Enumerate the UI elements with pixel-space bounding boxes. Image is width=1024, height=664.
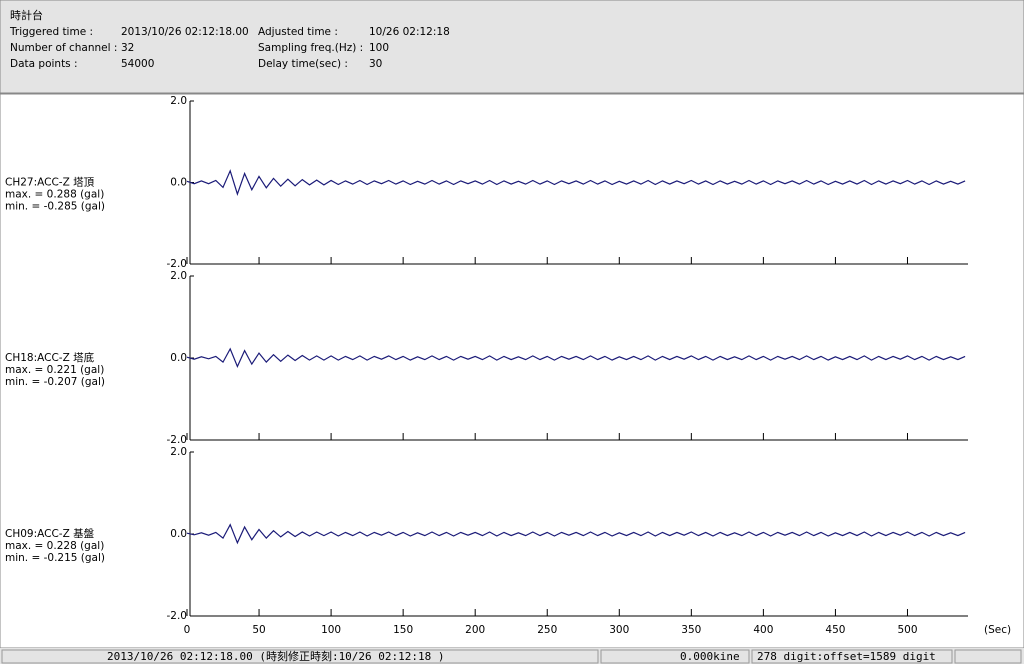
x-tick-label: 100 xyxy=(321,624,341,636)
field-value: 54000 xyxy=(121,58,154,70)
field-label: Delay time(sec) : xyxy=(258,58,348,70)
y-tick-label: 0.0 xyxy=(170,352,187,364)
x-tick-label: 500 xyxy=(897,624,917,636)
header-title: 時計台 xyxy=(10,8,43,22)
x-tick-label: 350 xyxy=(681,624,701,636)
x-axis-label: (Sec) xyxy=(984,624,1011,636)
status-time: 2013/10/26 02:12:18.00 (時刻修正時刻:10/26 02:… xyxy=(107,649,445,663)
field-value: 100 xyxy=(369,42,389,54)
field-value: 32 xyxy=(121,42,134,54)
x-tick-label: 250 xyxy=(537,624,557,636)
y-tick-label: 2.0 xyxy=(170,95,187,107)
status-cell xyxy=(954,649,1022,664)
x-tick-label: 0 xyxy=(184,624,191,636)
channel-max: max. = 0.228 (gal) xyxy=(5,540,104,552)
channel-min: min. = -0.215 (gal) xyxy=(5,552,105,564)
y-tick-label: 2.0 xyxy=(170,446,187,458)
x-tick-label: 400 xyxy=(753,624,773,636)
y-tick-label: -2.0 xyxy=(167,610,188,622)
field-value: 2013/10/26 02:12:18.00 xyxy=(121,26,249,38)
y-tick-label: 0.0 xyxy=(170,528,187,540)
channel-min: min. = -0.207 (gal) xyxy=(5,376,105,388)
status-bar xyxy=(0,648,1024,664)
channel-max: max. = 0.221 (gal) xyxy=(5,364,104,376)
channel-name: CH18:ACC-Z 塔底 xyxy=(5,351,95,364)
waveform xyxy=(186,523,966,545)
status-digit: 278 digit:offset=1589 digit xyxy=(757,650,936,663)
channel-max: max. = 0.288 (gal) xyxy=(5,189,104,201)
field-label: Number of channel : xyxy=(10,42,117,54)
header-panel xyxy=(0,0,1024,94)
field-value: 10/26 02:12:18 xyxy=(369,26,450,38)
status-cell xyxy=(600,649,750,664)
x-tick-label: 200 xyxy=(465,624,485,636)
field-value: 30 xyxy=(369,58,382,70)
status-cell xyxy=(751,649,953,664)
status-velocity: 0.000kine xyxy=(680,650,740,663)
channel-min: min. = -0.285 (gal) xyxy=(5,201,105,213)
x-tick-label: 50 xyxy=(252,624,265,636)
x-tick-label: 450 xyxy=(825,624,845,636)
y-tick-label: -2.0 xyxy=(167,434,188,446)
status-cell xyxy=(1,649,599,664)
field-label: Sampling freq.(Hz) : xyxy=(258,42,363,54)
field-label: Adjusted time : xyxy=(258,26,338,38)
y-tick-label: -2.0 xyxy=(167,258,188,270)
y-tick-label: 0.0 xyxy=(170,177,187,189)
plot-panel xyxy=(0,93,1024,649)
waveform xyxy=(186,347,966,369)
x-tick-label: 300 xyxy=(609,624,629,636)
waveform xyxy=(186,169,966,197)
channel-name: CH09:ACC-Z 基盤 xyxy=(5,527,95,540)
field-label: Data points : xyxy=(10,58,78,70)
field-label: Triggered time : xyxy=(9,26,93,38)
y-tick-label: 2.0 xyxy=(170,270,187,282)
x-tick-label: 150 xyxy=(393,624,413,636)
channel-name: CH27:ACC-Z 塔頂 xyxy=(5,176,95,189)
